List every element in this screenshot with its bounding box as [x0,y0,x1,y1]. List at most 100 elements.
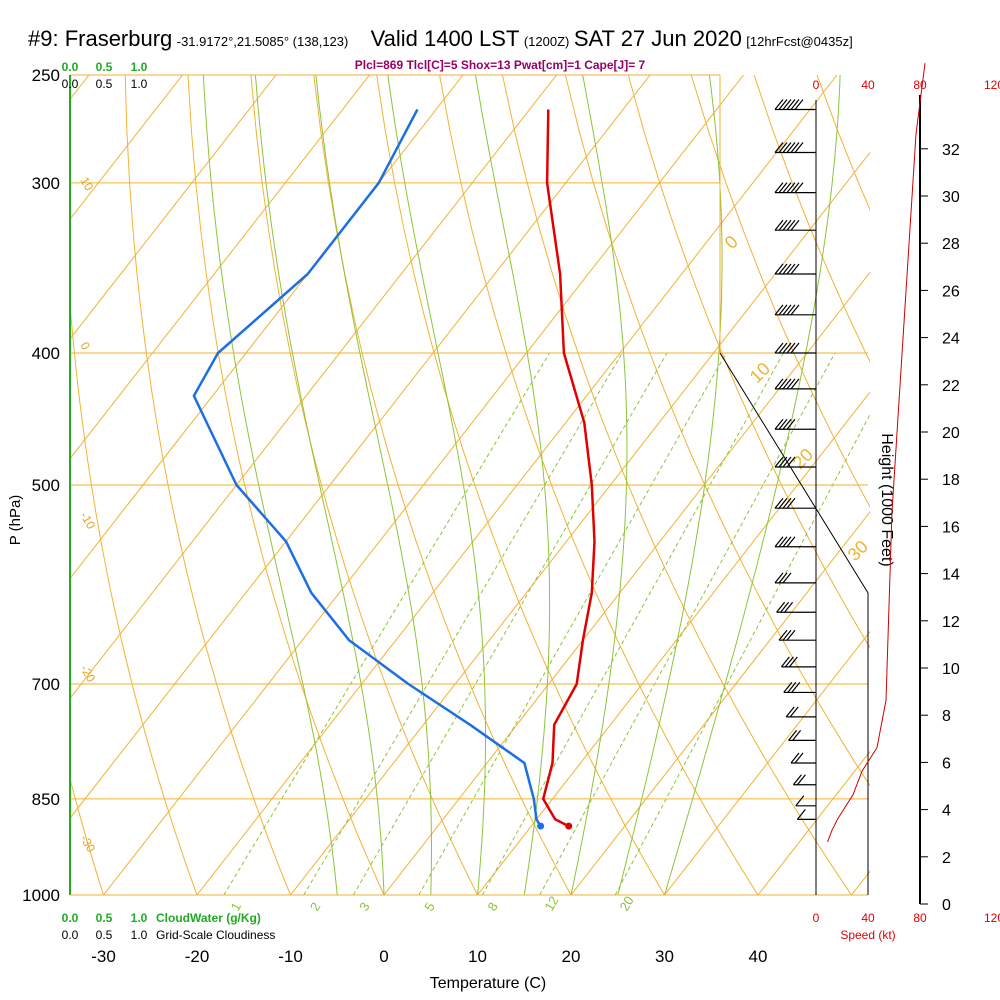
dry-adiabat-label: 10 [77,175,96,194]
wind-barb-flag [774,263,784,275]
wind-barb-flag [786,497,796,509]
height-tick-label: 10 [942,661,960,678]
pressure-tick-label: 1000 [22,886,60,905]
wind-barb-flag [778,182,788,193]
wind-barb-flag [794,752,804,764]
cloudiness-tick-top: 1.0 [131,77,148,91]
dry-adiabat-line [439,75,759,895]
temperature-tick-label: -10 [278,947,303,966]
wind-barb-flag [791,682,801,693]
dry-adiabat-line [627,75,870,649]
wind-barb-flag [778,219,788,231]
y-axis-title: P (hPa) [7,495,24,546]
dry-adiabat-line [124,75,291,895]
wind-barb-flag [786,263,796,275]
wind-barb-flag [783,682,793,693]
isotherm-label: 0 [721,232,742,253]
wind-barb-flag [782,219,792,231]
wind-barb-flag [774,378,784,390]
forecast-info: [12hrFcst@0435z] [746,34,853,49]
dry-adiabat-label: -10 [77,510,98,532]
wind-barb-flag [776,601,786,613]
wind-barb-flag [782,497,792,509]
wind-barb-flag [786,536,796,548]
dry-adiabat-line [753,75,870,363]
wind-barb-flag [788,656,798,668]
wind-barb-flag [789,706,799,718]
temperature-tick-label: -30 [91,947,116,966]
wind-barb-flag [782,182,792,193]
height-tick-label: 32 [942,142,960,159]
wind-speed-profile [827,63,926,843]
wind-barb-flag [790,142,800,153]
height-tick-label: 8 [942,708,951,725]
wind-barb-flag [788,730,798,741]
temperature-tick-label: -20 [185,947,210,966]
wind-barb-flag [782,629,792,641]
cloud-water-tick-bottom: 0.5 [96,911,113,925]
wind-speed-tick-top: 40 [861,78,875,92]
wind-barb-flag [780,656,790,668]
height-tick-label: 30 [942,189,960,206]
wind-barb-flag [778,572,788,584]
wind-barb-flag [778,456,788,468]
wind-barb-flag [774,497,784,509]
temperature-tick-label: 30 [655,947,674,966]
wind-barb-flag [790,182,800,193]
pressure-tick-label: 700 [32,675,60,694]
wind-barb-flag [778,263,788,275]
isotherm-line [851,870,870,895]
mixing-ratio-label: 3 [356,900,373,914]
cloudiness-tick-bottom: 0.5 [96,928,113,942]
mixing-ratio-line [481,352,784,895]
pressure-tick-label: 250 [32,66,60,85]
wind-barb-flag [778,99,788,110]
height-tick-label: 0 [942,897,951,914]
wind-barb-flag [778,418,788,430]
mixing-ratio-line [614,413,870,895]
isotherm-line [70,75,277,340]
dry-adiabat-line [376,75,665,895]
cloudiness-tick-bottom: 1.0 [131,928,148,942]
wind-barb-flag [782,99,792,110]
wind-barb-flag [790,752,800,764]
wind-speed-tick-top: 80 [913,78,927,92]
moist-adiabat-line [254,75,385,895]
mixing-ratio-line [539,352,836,895]
valid-date: SAT 27 Jun 2020 [573,26,742,51]
height-tick-label: 18 [942,472,960,489]
sounding-parameters: Plcl=869 Tlcl[C]=5 Shox=13 Pwat[cm]=1 Ca… [354,58,646,72]
wind-barb-flag [782,456,792,468]
wind-barb-flag [796,774,806,786]
dry-adiabat-line [0,75,10,895]
temperature-curve [541,109,596,828]
wind-barb-flag [790,99,800,110]
wind-barb-flag [786,219,796,231]
cloudiness-tick-top: 0.0 [62,77,79,91]
wind-barb-flag [790,304,800,316]
pressure-tick-label: 850 [32,790,60,809]
mixing-ratio-label: 12 [541,893,561,913]
cloud-water-tick-bottom: 0.0 [62,911,79,925]
wind-barb-flag [782,304,792,316]
cloudiness-tick-top: 0.5 [96,77,113,91]
station-coords: -31.9172°,21.5085° (138,123) [176,34,349,49]
wind-barb-flag [795,795,805,807]
temperature-surface-marker [565,822,573,830]
wind-barb-flag [782,418,792,430]
dry-adiabat-line [250,75,478,895]
wind-barb-flag [782,378,792,390]
height-tick-label: 26 [942,283,960,300]
wind-barb-flag [790,378,800,390]
wind-barb-flag [785,706,795,718]
isotherm-line [70,75,183,220]
mixing-ratio-line [223,352,550,895]
moist-adiabat-line [617,75,723,895]
wind-barb-flag [778,142,788,153]
moist-adiabat-line [387,75,486,895]
cloudiness-label: Grid-Scale Cloudiness [156,928,275,942]
wind-speed-tick-bottom: 0 [813,911,820,925]
wind-barb-flag [774,219,784,231]
zulu-time: (1200Z) [523,34,570,49]
x-axis-title: Temperature (C) [430,975,546,992]
